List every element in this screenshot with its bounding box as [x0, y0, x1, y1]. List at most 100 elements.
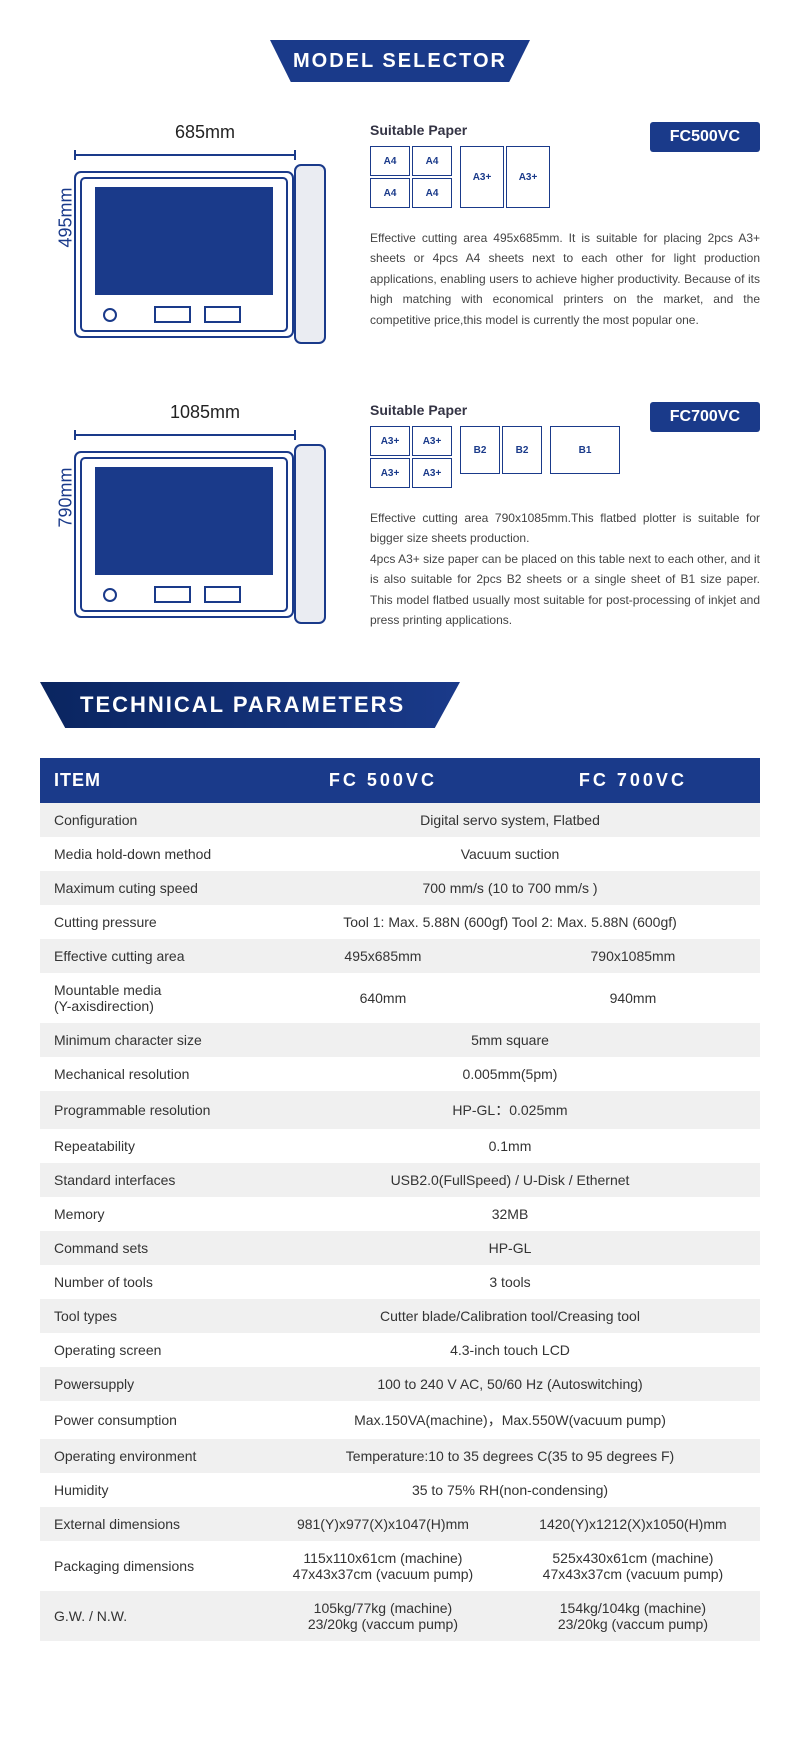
width-dimension: 685mm — [70, 122, 340, 143]
table-row: Standard interfacesUSB2.0(FullSpeed) / U… — [40, 1163, 760, 1197]
table-value-fc500: 495x685mm — [260, 939, 506, 973]
table-item-label: Tool types — [40, 1299, 260, 1333]
table-item-label: Effective cutting area — [40, 939, 260, 973]
table-header-fc700: FC 700VC — [506, 758, 760, 803]
table-item-label: Configuration — [40, 803, 260, 837]
table-value: 0.1mm — [260, 1129, 760, 1163]
device-diagram-fc700 — [70, 427, 330, 627]
table-item-label: Minimum character size — [40, 1023, 260, 1057]
height-dimension: 495mm — [56, 187, 77, 247]
table-row: Mountable media (Y-axisdirection)640mm94… — [40, 973, 760, 1023]
model-selector-header: MODEL SELECTOR — [270, 40, 530, 82]
paper-layout-fc700: A3+ A3+ A3+ A3+ B2 B2 B1 — [370, 426, 760, 488]
table-value: 100 to 240 V AC, 50/60 Hz (Autoswitching… — [260, 1367, 760, 1401]
table-item-label: Memory — [40, 1197, 260, 1231]
table-value-fc500: 105kg/77kg (machine) 23/20kg (vaccum pum… — [260, 1591, 506, 1641]
table-row: Effective cutting area495x685mm790x1085m… — [40, 939, 760, 973]
table-row: Power consumptionMax.150VA(machine)，Max.… — [40, 1401, 760, 1439]
table-value: 32MB — [260, 1197, 760, 1231]
table-item-label: Mountable media (Y-axisdirection) — [40, 973, 260, 1023]
table-item-label: Operating environment — [40, 1439, 260, 1473]
table-row: Cutting pressureTool 1: Max. 5.88N (600g… — [40, 905, 760, 939]
table-item-label: Command sets — [40, 1231, 260, 1265]
table-item-label: Cutting pressure — [40, 905, 260, 939]
table-header-item: ITEM — [40, 758, 260, 803]
table-item-label: Maximum cuting speed — [40, 871, 260, 905]
table-item-label: Power consumption — [40, 1401, 260, 1439]
height-dimension: 790mm — [56, 467, 77, 527]
table-value: 3 tools — [260, 1265, 760, 1299]
paper-cell: A3+ — [370, 426, 410, 456]
table-item-label: Operating screen — [40, 1333, 260, 1367]
device-diagram-fc500 — [70, 147, 330, 347]
table-item-label: Humidity — [40, 1473, 260, 1507]
paper-cell: A3+ — [370, 458, 410, 488]
paper-cell: B1 — [550, 426, 620, 474]
table-value: 0.005mm(5pm) — [260, 1057, 760, 1091]
paper-cell: A4 — [370, 178, 410, 208]
model-badge-fc500: FC500VC — [650, 122, 760, 152]
table-row: Tool typesCutter blade/Calibration tool/… — [40, 1299, 760, 1333]
model-description: Effective cutting area 790x1085mm.This f… — [370, 508, 760, 630]
table-value-fc700: 154kg/104kg (machine) 23/20kg (vaccum pu… — [506, 1591, 760, 1641]
table-row: Operating environmentTemperature:10 to 3… — [40, 1439, 760, 1473]
table-value: Digital servo system, Flatbed — [260, 803, 760, 837]
table-row: Maximum cuting speed700 mm/s (10 to 700 … — [40, 871, 760, 905]
table-value-fc700: 1420(Y)x1212(X)x1050(H)mm — [506, 1507, 760, 1541]
model-row-fc700: 1085mm 790mm FC700VC Suitable Paper — [40, 402, 760, 632]
table-value: HP-GL — [260, 1231, 760, 1265]
table-item-label: External dimensions — [40, 1507, 260, 1541]
table-row: Mechanical resolution0.005mm(5pm) — [40, 1057, 760, 1091]
width-dimension: 1085mm — [70, 402, 340, 423]
table-row: Packaging dimensions115x110x61cm (machin… — [40, 1541, 760, 1591]
table-value: 4.3-inch touch LCD — [260, 1333, 760, 1367]
paper-cell: A3+ — [506, 146, 550, 208]
table-value-fc500: 981(Y)x977(X)x1047(H)mm — [260, 1507, 506, 1541]
table-row: Repeatability0.1mm — [40, 1129, 760, 1163]
table-value-fc700: 525x430x61cm (machine) 47x43x37cm (vacuu… — [506, 1541, 760, 1591]
table-value: Cutter blade/Calibration tool/Creasing t… — [260, 1299, 760, 1333]
table-row: Operating screen4.3-inch touch LCD — [40, 1333, 760, 1367]
table-header-fc500: FC 500VC — [260, 758, 506, 803]
table-value: 5mm square — [260, 1023, 760, 1057]
table-row: G.W. / N.W.105kg/77kg (machine) 23/20kg … — [40, 1591, 760, 1641]
table-value: HP-GL：0.025mm — [260, 1091, 760, 1129]
table-row: Number of tools3 tools — [40, 1265, 760, 1299]
paper-cell: A4 — [412, 146, 452, 176]
table-row: Command setsHP-GL — [40, 1231, 760, 1265]
table-value-fc700: 940mm — [506, 973, 760, 1023]
table-item-label: Programmable resolution — [40, 1091, 260, 1129]
table-row: Minimum character size5mm square — [40, 1023, 760, 1057]
paper-cell: A3+ — [460, 146, 504, 208]
table-item-label: Repeatability — [40, 1129, 260, 1163]
table-row: Programmable resolutionHP-GL：0.025mm — [40, 1091, 760, 1129]
model-description: Effective cutting area 495x685mm. It is … — [370, 228, 760, 330]
table-item-label: Mechanical resolution — [40, 1057, 260, 1091]
table-item-label: G.W. / N.W. — [40, 1591, 260, 1641]
table-value: 35 to 75% RH(non-condensing) — [260, 1473, 760, 1507]
table-item-label: Packaging dimensions — [40, 1541, 260, 1591]
model-row-fc500: 685mm 495mm FC500VC Suitable Paper — [40, 122, 760, 352]
table-item-label: Powersupply — [40, 1367, 260, 1401]
table-value: Max.150VA(machine)，Max.550W(vacuum pump) — [260, 1401, 760, 1439]
table-row: Media hold-down methodVacuum suction — [40, 837, 760, 871]
table-item-label: Number of tools — [40, 1265, 260, 1299]
table-value: Tool 1: Max. 5.88N (600gf) Tool 2: Max. … — [260, 905, 760, 939]
table-value: USB2.0(FullSpeed) / U-Disk / Ethernet — [260, 1163, 760, 1197]
table-value-fc500: 640mm — [260, 973, 506, 1023]
table-row: ConfigurationDigital servo system, Flatb… — [40, 803, 760, 837]
table-value: Vacuum suction — [260, 837, 760, 871]
table-value: Temperature:10 to 35 degrees C(35 to 95 … — [260, 1439, 760, 1473]
table-item-label: Media hold-down method — [40, 837, 260, 871]
paper-cell: A4 — [370, 146, 410, 176]
table-item-label: Standard interfaces — [40, 1163, 260, 1197]
table-value-fc700: 790x1085mm — [506, 939, 760, 973]
table-row: External dimensions981(Y)x977(X)x1047(H)… — [40, 1507, 760, 1541]
table-value: 700 mm/s (10 to 700 mm/s ) — [260, 871, 760, 905]
paper-cell: A4 — [412, 178, 452, 208]
paper-cell: A3+ — [412, 426, 452, 456]
table-row: Powersupply100 to 240 V AC, 50/60 Hz (Au… — [40, 1367, 760, 1401]
technical-parameters-table: ITEM FC 500VC FC 700VC ConfigurationDigi… — [40, 758, 760, 1641]
paper-cell: A3+ — [412, 458, 452, 488]
table-value-fc500: 115x110x61cm (machine) 47x43x37cm (vacuu… — [260, 1541, 506, 1591]
